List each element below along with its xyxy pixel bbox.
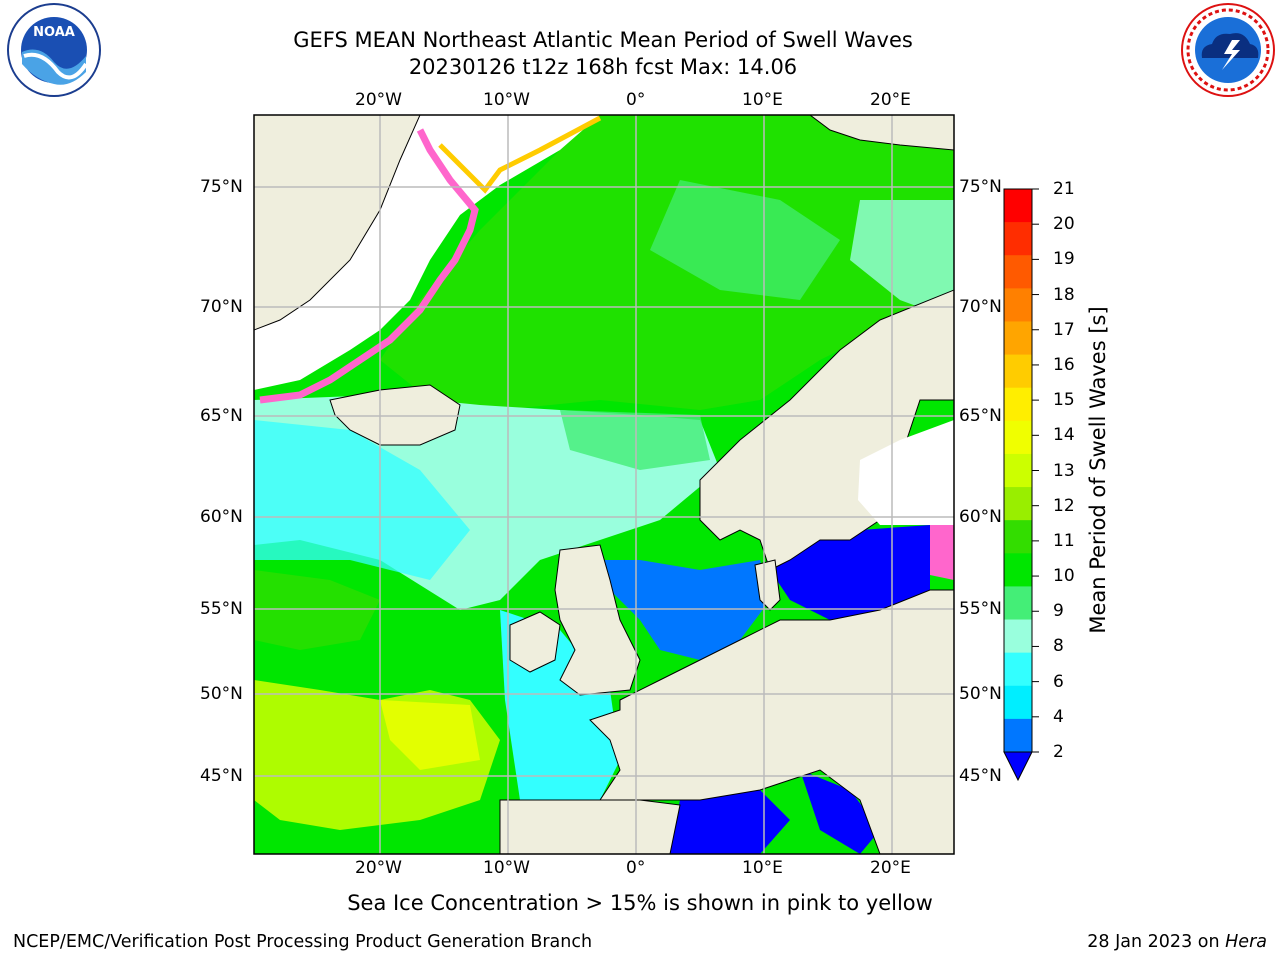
colorbar-swatch bbox=[1004, 321, 1032, 356]
northern-ocean-band bbox=[380, 115, 954, 410]
colorbar-swatch bbox=[1004, 222, 1032, 256]
colorbar-tick-label: 20 bbox=[1053, 214, 1075, 235]
lat-label-left: 50°N bbox=[200, 684, 243, 704]
ireland bbox=[509, 611, 561, 673]
lat-label-right: 70°N bbox=[959, 297, 1002, 317]
colorbar-tick-label: 18 bbox=[1053, 284, 1075, 305]
colorbar-tick-label: 13 bbox=[1053, 460, 1075, 481]
colorbar-tick-label: 17 bbox=[1053, 319, 1075, 340]
colorbar-extend-arrow bbox=[1003, 751, 1033, 782]
colorbar-swatch bbox=[1004, 189, 1032, 223]
denmark bbox=[754, 559, 781, 611]
lon-label-top: 20°W bbox=[355, 90, 402, 110]
colorbar-swatch bbox=[1004, 288, 1032, 322]
svg-text:NOAA: NOAA bbox=[33, 25, 75, 40]
colorbar-swatch bbox=[1004, 718, 1032, 753]
colorbar-swatch bbox=[1004, 255, 1032, 289]
southwest-max-swell bbox=[380, 700, 480, 770]
lon-label-top: 10°W bbox=[483, 90, 530, 110]
norwegian-sea-patch bbox=[560, 410, 710, 470]
colorbar-tick-label: 8 bbox=[1053, 636, 1064, 657]
lat-label-right: 55°N bbox=[959, 599, 1002, 619]
greenland-land bbox=[254, 115, 421, 331]
barents-patch bbox=[850, 200, 954, 320]
colorbar-swatch bbox=[1004, 619, 1032, 654]
lon-label-bottom: 20°E bbox=[870, 858, 911, 878]
lat-label-left: 55°N bbox=[200, 599, 243, 619]
west-green-patch bbox=[254, 570, 380, 650]
lat-label-left: 75°N bbox=[200, 177, 243, 197]
north-sea bbox=[600, 560, 770, 660]
footer-date: 28 Jan 2023 on bbox=[1087, 932, 1226, 952]
northern-ocean-patch bbox=[650, 180, 840, 300]
colorbar-label: Mean Period of Swell Waves [s] bbox=[1086, 306, 1110, 634]
colorbar-tick-label: 15 bbox=[1053, 390, 1075, 411]
colorbar-swatch bbox=[1004, 586, 1032, 621]
colorbar-tick-label: 14 bbox=[1053, 425, 1075, 446]
lon-label-bottom: 10°W bbox=[483, 858, 530, 878]
sea-ice-caption: Sea Ice Concentration > 15% is shown in … bbox=[347, 891, 933, 915]
nws-logo bbox=[1180, 2, 1276, 98]
colorbar-tick-label: 10 bbox=[1053, 566, 1075, 587]
colorbar-swatch bbox=[1004, 520, 1032, 554]
colorbar-swatch bbox=[1004, 387, 1032, 422]
lon-label-top: 0° bbox=[626, 90, 646, 110]
lon-label-top: 20°E bbox=[870, 90, 911, 110]
noaa-logo: NOAA bbox=[6, 2, 102, 98]
colorbar bbox=[1004, 188, 1039, 753]
colorbar-swatch bbox=[1004, 487, 1032, 521]
colorbar-tick-label: 2 bbox=[1053, 742, 1064, 762]
map-area bbox=[254, 115, 954, 854]
colorbar-swatch bbox=[1004, 453, 1032, 488]
lon-label-top: 10°E bbox=[742, 90, 783, 110]
footer-host: Hera bbox=[1225, 932, 1267, 952]
colorbar-tick-label: 9 bbox=[1053, 601, 1064, 622]
lat-label-right: 45°N bbox=[959, 766, 1002, 786]
lat-label-left: 45°N bbox=[200, 766, 243, 786]
lat-label-right: 75°N bbox=[959, 177, 1002, 197]
footer-timestamp: 28 Jan 2023 on Hera bbox=[1087, 932, 1267, 952]
colorbar-swatch bbox=[1004, 553, 1032, 587]
colorbar-swatch bbox=[1004, 685, 1032, 720]
colorbar-tick-label: 21 bbox=[1053, 179, 1075, 199]
great-britain bbox=[554, 544, 641, 696]
lon-label-bottom: 10°E bbox=[742, 858, 783, 878]
colorbar-tick-label: 4 bbox=[1053, 706, 1064, 727]
lon-label-bottom: 20°W bbox=[355, 858, 402, 878]
lat-label-left: 70°N bbox=[200, 297, 243, 317]
lat-label-right: 65°N bbox=[959, 406, 1002, 426]
colorbar-tick-label: 16 bbox=[1053, 354, 1075, 375]
colorbar-swatch bbox=[1004, 652, 1032, 687]
lon-label-bottom: 0° bbox=[626, 858, 646, 878]
colorbar-frame bbox=[1003, 188, 1033, 753]
colorbar-swatch bbox=[1004, 420, 1032, 455]
sea-ice-edge bbox=[259, 128, 479, 404]
mediterranean-west bbox=[670, 790, 790, 854]
colorbar-tick-label: 11 bbox=[1053, 530, 1075, 551]
iberia bbox=[499, 799, 681, 854]
map-frame bbox=[253, 114, 955, 855]
colorbar-tick-label: 19 bbox=[1053, 249, 1075, 270]
iceland bbox=[329, 384, 461, 446]
graticule bbox=[254, 115, 954, 854]
adriatic-sea bbox=[800, 770, 880, 854]
colorbar-tick-label: 6 bbox=[1053, 671, 1064, 692]
sea-ice-edge-yellow bbox=[438, 115, 602, 194]
finland-ice bbox=[930, 525, 954, 580]
gulf-of-bothnia-ice bbox=[858, 420, 954, 525]
footer-credit: NCEP/EMC/Verification Post Processing Pr… bbox=[13, 932, 593, 952]
lat-label-left: 60°N bbox=[200, 507, 243, 527]
svalbard bbox=[809, 115, 954, 151]
continental-europe bbox=[254, 589, 954, 854]
lat-label-right: 50°N bbox=[959, 684, 1002, 704]
west-cyan-patch bbox=[254, 420, 470, 580]
colorbar-swatch bbox=[1004, 354, 1032, 389]
lat-label-right: 60°N bbox=[959, 507, 1002, 527]
colorbar-tick-label: 12 bbox=[1053, 495, 1075, 516]
figure-subtitle: 20230126 t12z 168h fcst Max: 14.06 bbox=[408, 55, 798, 79]
lat-label-left: 65°N bbox=[200, 406, 243, 426]
figure-title: GEFS MEAN Northeast Atlantic Mean Period… bbox=[293, 28, 913, 52]
